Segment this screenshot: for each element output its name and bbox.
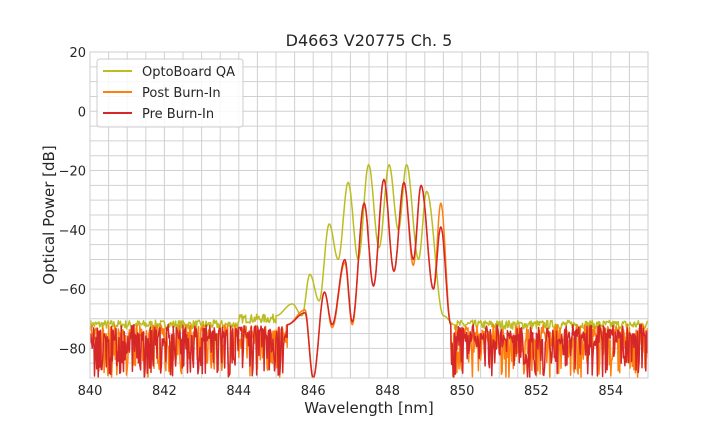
- x-axis-label: Wavelength [nm]: [304, 399, 434, 417]
- y-tick-label: −80: [59, 342, 86, 357]
- plot-lines: [90, 163, 648, 378]
- y-tick-label: −40: [59, 224, 86, 239]
- series-line-pre-burn-in: [90, 178, 648, 378]
- legend-label-optoboard-qa: OptoBoard QA: [142, 65, 235, 80]
- legend: OptoBoard QA Post Burn-In Pre Burn-In: [96, 58, 244, 128]
- legend-label-pre-burn-in: Pre Burn-In: [142, 107, 214, 122]
- x-tick-label: 844: [226, 384, 251, 399]
- x-tick-label: 850: [450, 384, 475, 399]
- x-tick-label: 848: [375, 384, 400, 399]
- x-tick-label: 840: [78, 384, 103, 399]
- x-tick-label: 852: [524, 384, 549, 399]
- tick-labels: 840 842 844 846 848 850 852 854 −80 −60 −40 −20 0 20: [59, 46, 624, 399]
- legend-label-post-burn-in: Post Burn-In: [142, 86, 221, 101]
- y-axis-label: Optical Power [dB]: [40, 145, 58, 284]
- x-tick-label: 842: [152, 384, 177, 399]
- chart-title: D4663 V20775 Ch. 5: [286, 31, 453, 50]
- y-tick-label: 0: [78, 105, 86, 120]
- y-tick-label: −20: [59, 165, 86, 180]
- legend-box: [96, 58, 244, 128]
- x-tick-label: 854: [598, 384, 623, 399]
- x-tick-label: 846: [301, 384, 326, 399]
- series-line-optoboard-qa: [90, 163, 648, 330]
- plot-frame: [89, 51, 649, 379]
- y-tick-label: 20: [69, 46, 86, 61]
- y-tick-label: −60: [59, 283, 86, 298]
